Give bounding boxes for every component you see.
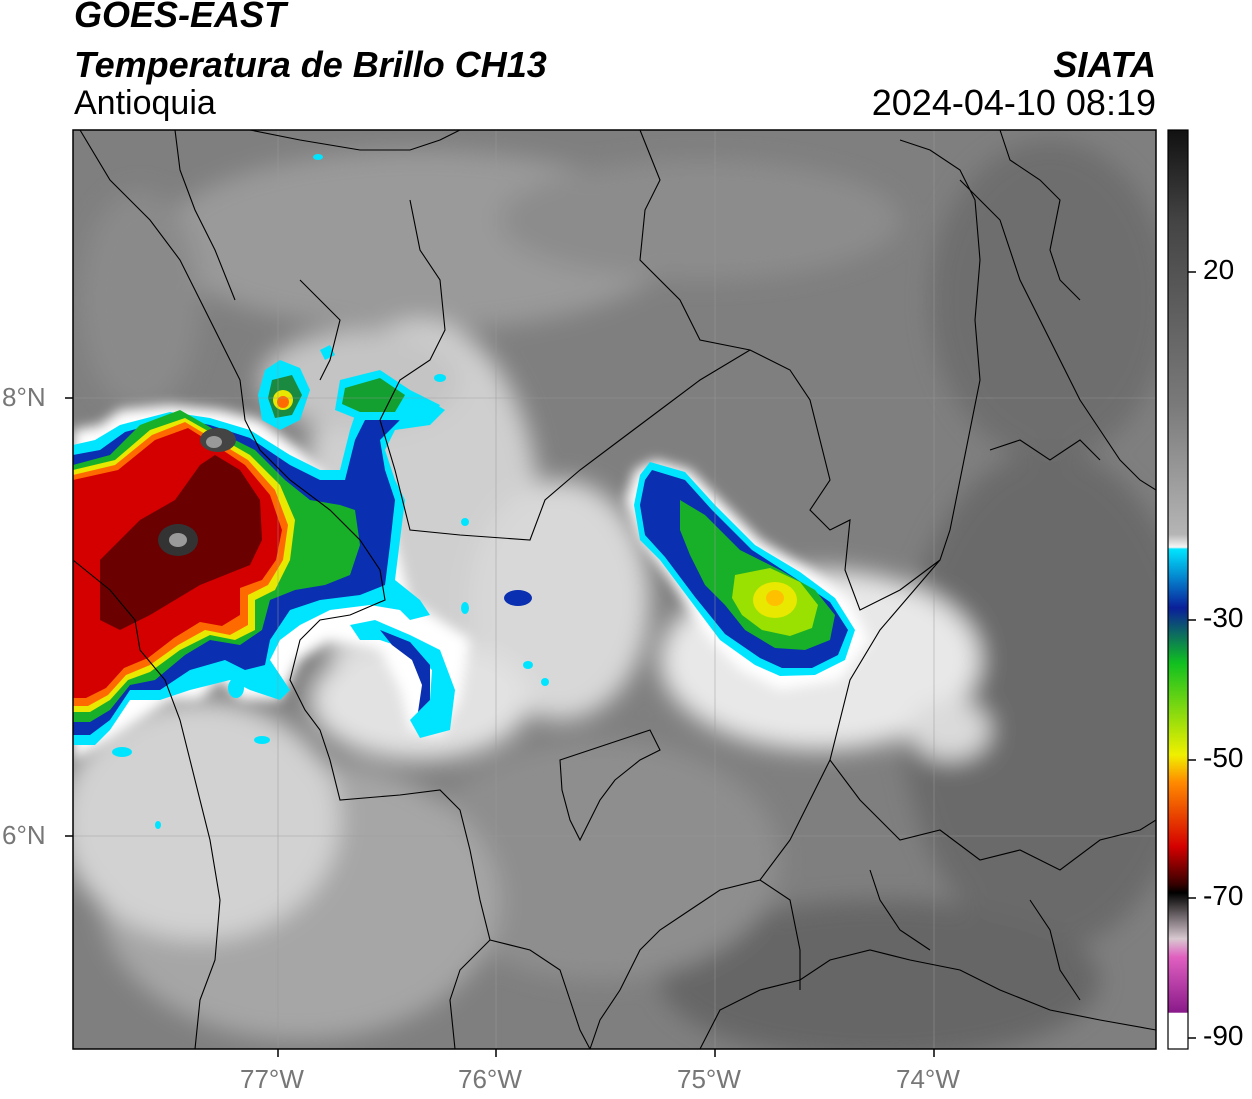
product-title: Temperatura de Brillo CH13 [74,44,547,85]
gridlines [73,130,1156,1049]
lat-label-8n: 8°N [2,382,46,412]
map-frame [72,129,1157,1050]
lon-label-74w: 74°W [896,1064,960,1094]
lon-label-76w: 76°W [458,1064,522,1094]
lon-label-77w: 77°W [240,1064,304,1094]
colorbar-label-minus30: -30 [1203,602,1244,633]
datetime-label: 2024-04-10 08:19 [871,82,1156,123]
organization-label: SIATA [1053,44,1156,85]
colorbar-label-20: 20 [1203,254,1235,285]
colorbar-label-minus90: -90 [1203,1020,1244,1051]
lon-label-75w: 75°W [677,1064,741,1094]
colorbar-label-minus70: -70 [1203,880,1244,911]
satellite-title: GOES-EAST [74,0,287,35]
lat-label-6n: 6°N [2,820,46,850]
region-subtitle: Antioquia [74,84,216,122]
colorbar [1167,129,1196,1050]
storm-central [625,460,870,690]
storm-west [73,154,549,829]
boundaries [73,130,1156,1049]
colorbar-label-minus50: -50 [1203,742,1244,773]
tick-marks [65,397,935,1057]
